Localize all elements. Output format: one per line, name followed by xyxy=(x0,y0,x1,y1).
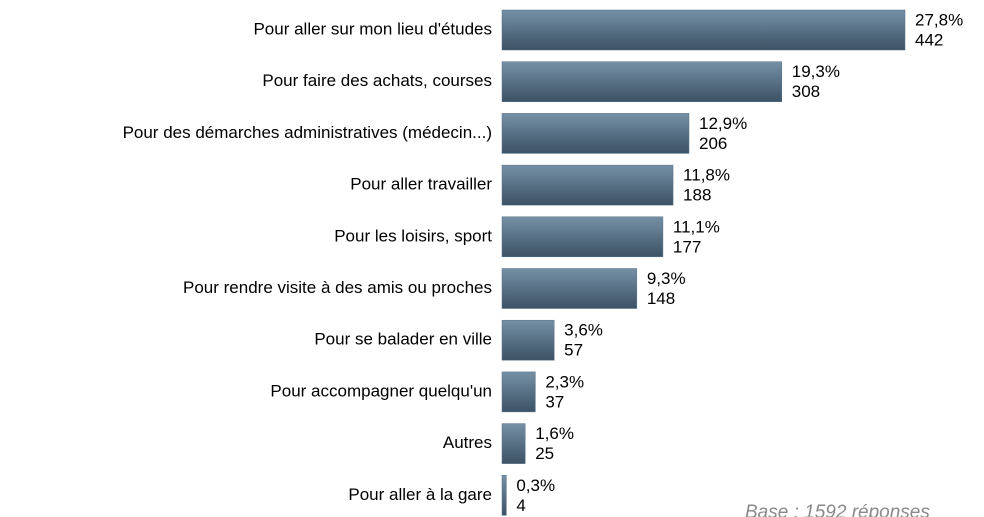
category-label: Pour accompagner quelqu'un xyxy=(270,381,492,400)
bar xyxy=(501,319,555,361)
note: Base : 1592 réponses xyxy=(745,502,930,517)
value-label: 11,8% xyxy=(683,166,730,185)
count-label: 206 xyxy=(699,134,727,153)
count-label: 4 xyxy=(516,496,525,515)
value-label: 9,3% xyxy=(647,269,686,288)
count-label: 177 xyxy=(673,237,701,256)
bar xyxy=(501,216,664,258)
bar xyxy=(501,475,507,516)
category-label: Pour les loisirs, sport xyxy=(334,226,492,245)
value-label: 3,6% xyxy=(564,321,603,340)
bar xyxy=(501,61,783,102)
count-label: 57 xyxy=(564,341,583,360)
category-label: Pour se balader en ville xyxy=(314,330,492,349)
category-label: Pour rendre visite à des amis ou proches xyxy=(183,278,492,297)
value-label: 2,3% xyxy=(545,372,584,391)
category-label: Pour aller travailler xyxy=(350,175,492,194)
bar xyxy=(501,113,690,154)
count-label: 37 xyxy=(545,392,564,411)
bar xyxy=(501,9,906,51)
bar xyxy=(501,423,526,464)
count-label: 308 xyxy=(792,82,820,101)
value-label: 12,9% xyxy=(699,114,747,133)
count-label: 442 xyxy=(915,30,943,49)
category-label: Pour faire des achats, courses xyxy=(262,71,492,90)
category-label: Pour des démarches administratives (méde… xyxy=(123,123,492,142)
bar xyxy=(501,164,674,206)
bar xyxy=(501,268,638,309)
value-label: 19,3% xyxy=(792,62,840,81)
value-label: 11,1% xyxy=(673,217,720,236)
count-label: 148 xyxy=(647,289,675,308)
value-label: 1,6% xyxy=(535,424,574,443)
count-label: 188 xyxy=(683,186,711,205)
category-label: Pour aller sur mon lieu d'études xyxy=(253,19,492,38)
value-label: 27,8% xyxy=(915,10,963,29)
count-label: 25 xyxy=(535,444,554,463)
bar xyxy=(501,371,536,413)
category-label: Pour aller à la gare xyxy=(348,485,492,504)
value-label: 0,3% xyxy=(516,476,555,495)
category-label: Autres xyxy=(443,433,492,452)
